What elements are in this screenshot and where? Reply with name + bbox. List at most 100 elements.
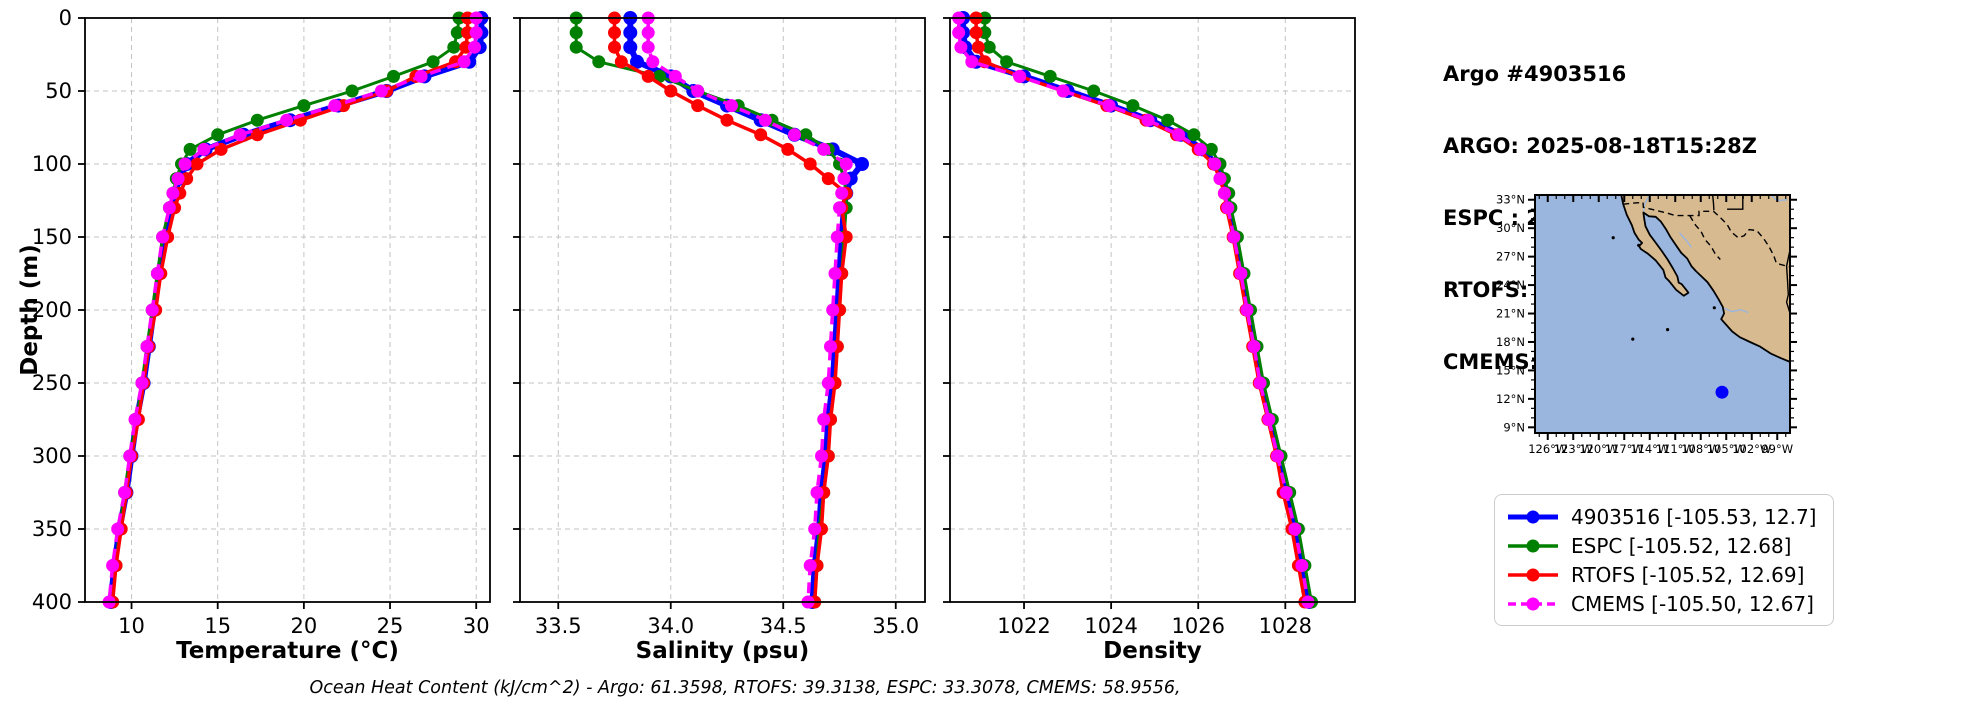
legend-marker — [1526, 539, 1540, 552]
marker-rtofs — [754, 128, 768, 142]
marker-espc — [1204, 142, 1218, 156]
map-lat-label: 12°N — [1496, 392, 1525, 406]
marker-cmems — [1013, 69, 1027, 83]
marker-cmems — [810, 486, 824, 499]
legend-item-espc: ESPC [-105.52, 12.68] — [1505, 531, 1823, 560]
marker-espc — [982, 40, 996, 54]
marker-cmems — [808, 522, 822, 536]
marker-cmems — [1217, 186, 1231, 200]
marker-cmems — [1208, 157, 1222, 171]
marker-cmems — [1253, 376, 1267, 390]
y-tick-label: 100 — [32, 152, 72, 176]
marker-rtofs — [608, 40, 621, 54]
legend-swatch-rtofs — [1508, 568, 1558, 581]
marker-cmems — [828, 267, 842, 280]
map-lat-label: 9°N — [1503, 420, 1525, 434]
marker-cmems — [178, 157, 192, 171]
map-line-solid — [1712, 195, 1715, 211]
x-axis-label-density: Density — [1103, 638, 1202, 664]
map-river — [1642, 195, 1651, 212]
marker-cmems — [1247, 340, 1261, 353]
map-lon-label: 117°W — [1605, 442, 1644, 456]
map-lon-label: 102°W — [1732, 442, 1771, 456]
legend-item-cmems: CMEMS [-105.50, 12.67] — [1505, 589, 1823, 618]
marker-espc — [1187, 128, 1201, 142]
marker-espc — [426, 55, 440, 69]
marker-cmems — [457, 55, 471, 69]
map-island — [1712, 306, 1716, 310]
x-tick-label: 34.0 — [647, 614, 694, 638]
map-features — [1611, 195, 1790, 363]
marker-cmems — [641, 26, 655, 40]
marker-cmems — [328, 99, 342, 113]
x-tick-label: 20 — [291, 614, 318, 638]
y-tick-label: 350 — [32, 517, 72, 541]
marker-cmems — [162, 201, 176, 215]
marker-rtofs — [214, 142, 228, 156]
location-map: 33°N 30°N 27°N 24°N 21°N 18°N 15°N 12°N 9°N126°W… — [1496, 193, 1797, 456]
marker-espc — [450, 26, 464, 40]
series-line-rtofs — [110, 18, 470, 603]
marker-cmems — [374, 84, 388, 98]
legend-swatch-argo — [1508, 510, 1558, 523]
marker-cmems — [646, 55, 660, 69]
marker-cmems — [469, 26, 483, 40]
marker-espc — [592, 55, 606, 69]
marker-cmems — [817, 142, 831, 156]
marker-cmems — [824, 340, 837, 353]
marker-cmems — [1295, 559, 1309, 572]
map-river — [1678, 232, 1692, 248]
x-tick-label: 15 — [204, 614, 231, 638]
argo-timestamp: ARGO: 2025-08-18T15:28Z — [1443, 134, 1757, 158]
x-tick-label: 30 — [463, 614, 490, 638]
x-tick-label: 33.5 — [535, 614, 582, 638]
marker-cmems — [1234, 267, 1248, 280]
marker-espc — [569, 26, 583, 40]
x-tick-label: 1026 — [1171, 614, 1224, 638]
marker-argo — [623, 25, 638, 40]
legend-item-argo: 4903516 [-105.53, 12.7] — [1505, 502, 1823, 531]
marker-espc — [183, 142, 197, 156]
y-tick-label: 250 — [32, 371, 72, 395]
legend-swatch-cmems — [1508, 597, 1558, 610]
marker-cmems — [1193, 142, 1207, 156]
marker-rtofs — [641, 69, 655, 83]
marker-cmems — [111, 522, 125, 536]
marker-espc — [799, 128, 813, 142]
y-tick-label: 0 — [59, 6, 72, 30]
subplot-density: 1022 1024 1026 1028 — [943, 11, 1356, 638]
marker-cmems — [758, 113, 772, 127]
marker-cmems — [830, 230, 844, 244]
marker-cmems — [414, 69, 428, 83]
argo-position-marker — [1715, 385, 1729, 399]
marker-cmems — [1172, 128, 1186, 142]
ocean-heat-caption: Ocean Heat Content (kJ/cm^2) - Argo: 61.… — [309, 678, 1181, 698]
marker-cmems — [952, 26, 966, 40]
map-line-solid — [1727, 195, 1744, 210]
map-lat-label: 15°N — [1496, 363, 1525, 377]
marker-cmems — [106, 559, 120, 572]
marker-cmems — [839, 157, 853, 171]
marker-argo — [623, 40, 638, 55]
map-lat-label: 33°N — [1496, 193, 1525, 207]
marker-cmems — [166, 186, 180, 200]
map-lon-label: 120°W — [1579, 442, 1618, 456]
marker-rtofs — [608, 26, 621, 40]
marker-cmems — [233, 128, 247, 142]
marker-cmems — [803, 559, 817, 572]
marker-espc — [345, 84, 359, 98]
y-tick-label: 400 — [32, 590, 72, 614]
x-tick-label: 1028 — [1259, 614, 1312, 638]
map-lon-label: 111°W — [1656, 442, 1695, 456]
legend-item-rtofs: RTOFS [-105.52, 12.69] — [1505, 560, 1823, 589]
legend-marker — [1526, 510, 1540, 523]
marker-cmems — [1102, 99, 1116, 113]
map-lat-label: 21°N — [1496, 307, 1525, 321]
marker-rtofs — [821, 172, 835, 186]
marker-cmems — [145, 303, 159, 317]
y-tick-label: 50 — [45, 79, 72, 103]
map-lon-label: 108°W — [1681, 442, 1720, 456]
map-lat-label: 18°N — [1496, 335, 1525, 349]
